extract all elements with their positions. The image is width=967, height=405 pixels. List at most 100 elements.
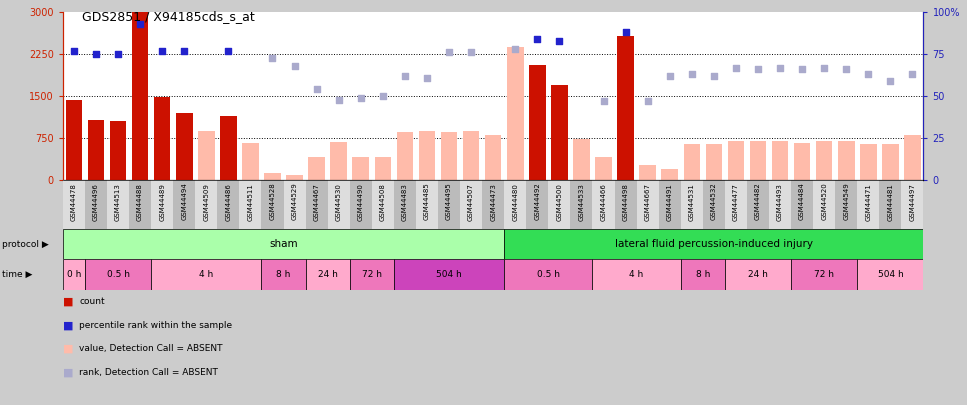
Text: 24 h: 24 h: [748, 270, 768, 279]
Bar: [548, 180, 571, 229]
Bar: [283, 180, 306, 229]
Bar: [772, 141, 788, 180]
Text: GSM44531: GSM44531: [689, 183, 694, 221]
Bar: [791, 259, 858, 290]
Point: [220, 47, 236, 54]
Point: [706, 73, 721, 79]
Bar: [308, 157, 325, 180]
Text: 0 h: 0 h: [67, 270, 81, 279]
Bar: [132, 12, 148, 180]
Text: GSM44488: GSM44488: [137, 183, 143, 221]
Point: [132, 21, 148, 27]
Point: [551, 38, 567, 44]
Text: GSM44466: GSM44466: [601, 183, 606, 221]
Text: GSM44489: GSM44489: [160, 183, 165, 221]
Bar: [63, 229, 504, 259]
Bar: [63, 259, 85, 290]
Text: time ▶: time ▶: [2, 270, 32, 279]
Text: GSM44493: GSM44493: [777, 183, 783, 221]
Text: GSM44471: GSM44471: [865, 183, 871, 221]
Text: 72 h: 72 h: [814, 270, 835, 279]
Text: GSM44491: GSM44491: [666, 183, 673, 221]
Bar: [151, 180, 173, 229]
Bar: [483, 180, 504, 229]
Text: GSM44511: GSM44511: [248, 183, 253, 221]
Bar: [350, 180, 371, 229]
Point: [441, 49, 456, 56]
Text: sham: sham: [269, 239, 298, 249]
Text: GSM44485: GSM44485: [424, 183, 430, 220]
Bar: [438, 180, 460, 229]
Text: ■: ■: [63, 344, 73, 354]
Bar: [484, 135, 502, 180]
Bar: [463, 132, 480, 180]
Bar: [261, 180, 283, 229]
Text: rank, Detection Call = ABSENT: rank, Detection Call = ABSENT: [79, 368, 219, 377]
Bar: [504, 180, 526, 229]
Bar: [328, 180, 350, 229]
Bar: [176, 113, 192, 180]
Bar: [507, 47, 523, 180]
Text: GSM44483: GSM44483: [402, 183, 408, 221]
Text: GDS2851 / X94185cds_s_at: GDS2851 / X94185cds_s_at: [82, 10, 255, 23]
Bar: [109, 121, 127, 180]
Point: [728, 64, 744, 71]
Bar: [331, 142, 347, 180]
Text: GSM44467: GSM44467: [313, 183, 320, 221]
Bar: [264, 173, 280, 180]
Point: [66, 47, 81, 54]
Text: GSM44508: GSM44508: [380, 183, 386, 221]
Text: GSM44482: GSM44482: [755, 183, 761, 220]
Bar: [838, 141, 855, 180]
Text: GSM44507: GSM44507: [468, 183, 474, 221]
Bar: [129, 180, 151, 229]
Bar: [593, 180, 615, 229]
Bar: [85, 180, 107, 229]
Point: [88, 51, 103, 58]
Bar: [242, 143, 259, 180]
Bar: [636, 180, 659, 229]
Bar: [66, 100, 82, 180]
Bar: [353, 157, 369, 180]
Bar: [151, 259, 261, 290]
Point: [375, 93, 391, 100]
Bar: [195, 180, 218, 229]
Bar: [573, 139, 590, 180]
Bar: [615, 180, 636, 229]
Text: 0.5 h: 0.5 h: [537, 270, 560, 279]
Bar: [198, 132, 215, 180]
Bar: [220, 116, 237, 180]
Bar: [794, 143, 810, 180]
Bar: [441, 132, 457, 180]
Text: GSM44549: GSM44549: [843, 183, 849, 220]
Bar: [460, 180, 483, 229]
Point: [816, 64, 832, 71]
Text: 8 h: 8 h: [695, 270, 710, 279]
Bar: [526, 180, 548, 229]
Text: GSM44667: GSM44667: [645, 183, 651, 221]
Point: [308, 86, 324, 93]
Bar: [858, 180, 879, 229]
Bar: [261, 259, 306, 290]
Point: [265, 54, 280, 61]
Text: GSM44495: GSM44495: [446, 183, 452, 220]
Text: GSM44496: GSM44496: [93, 183, 99, 221]
Bar: [240, 180, 261, 229]
Bar: [725, 259, 791, 290]
Text: GSM44528: GSM44528: [270, 183, 276, 220]
Bar: [904, 135, 921, 180]
Bar: [727, 141, 745, 180]
Bar: [551, 85, 568, 180]
Bar: [416, 180, 438, 229]
Point: [684, 71, 699, 78]
Bar: [901, 180, 923, 229]
Point: [861, 71, 876, 78]
Text: GSM44509: GSM44509: [203, 183, 209, 221]
Bar: [879, 180, 901, 229]
Point: [420, 75, 435, 81]
Text: GSM44484: GSM44484: [799, 183, 806, 220]
Bar: [350, 259, 394, 290]
Bar: [371, 180, 394, 229]
Text: 4 h: 4 h: [630, 270, 644, 279]
Text: GSM44532: GSM44532: [711, 183, 717, 220]
